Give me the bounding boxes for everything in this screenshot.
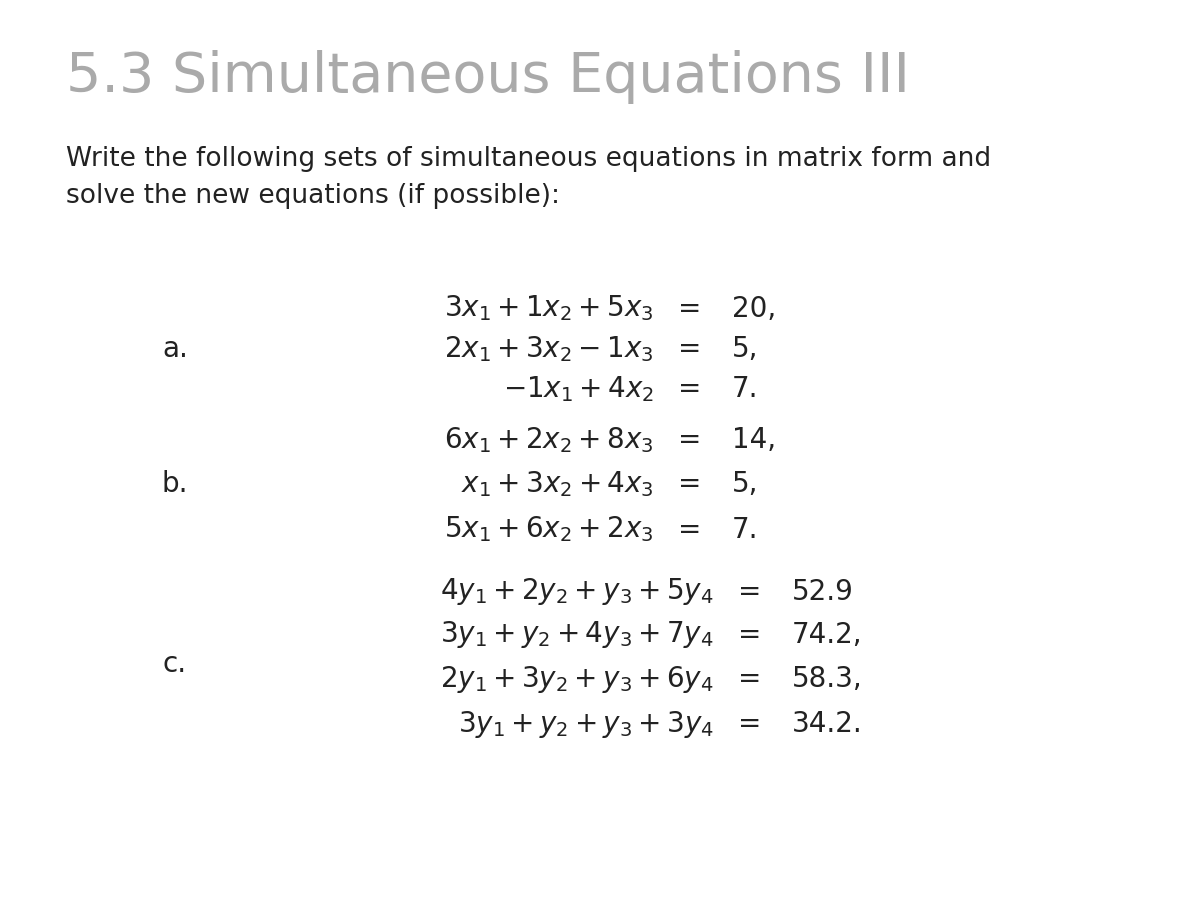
Text: solve the new equations (if possible):: solve the new equations (if possible): — [66, 183, 560, 208]
Text: $2x_1 + 3x_2 - 1x_3$: $2x_1 + 3x_2 - 1x_3$ — [444, 334, 654, 363]
Text: 52.9: 52.9 — [792, 578, 854, 605]
Text: =: = — [678, 295, 702, 322]
Text: =: = — [678, 375, 702, 403]
Text: a.: a. — [162, 335, 188, 362]
Text: =: = — [738, 666, 762, 693]
Text: 7.: 7. — [732, 516, 758, 543]
Text: $3y_1 + y_2 + 4y_3 + 7y_4$: $3y_1 + y_2 + 4y_3 + 7y_4$ — [440, 619, 714, 650]
Text: $5x_1 + 6x_2 + 2x_3$: $5x_1 + 6x_2 + 2x_3$ — [444, 515, 654, 544]
Text: 5,: 5, — [732, 470, 758, 498]
Text: c.: c. — [162, 650, 186, 677]
Text: $6x_1 + 2x_2 + 8x_3$: $6x_1 + 2x_2 + 8x_3$ — [444, 425, 654, 455]
Text: 7.: 7. — [732, 375, 758, 403]
Text: =: = — [738, 621, 762, 648]
Text: $4y_1 + 2y_2 + y_3 + 5y_4$: $4y_1 + 2y_2 + y_3 + 5y_4$ — [440, 576, 714, 607]
Text: 5,: 5, — [732, 335, 758, 362]
Text: $-1x_1 + 4x_2$: $-1x_1 + 4x_2$ — [503, 374, 654, 404]
Text: =: = — [678, 335, 702, 362]
Text: Write the following sets of simultaneous equations in matrix form and: Write the following sets of simultaneous… — [66, 146, 991, 172]
Text: =: = — [738, 578, 762, 605]
Text: $3y_1 + y_2 + y_3 + 3y_4$: $3y_1 + y_2 + y_3 + 3y_4$ — [458, 708, 714, 740]
Text: b.: b. — [162, 470, 188, 498]
Text: =: = — [678, 426, 702, 454]
Text: $x_1 + 3x_2 + 4x_3$: $x_1 + 3x_2 + 4x_3$ — [462, 469, 654, 498]
Text: 20,: 20, — [732, 295, 776, 322]
Text: 34.2.: 34.2. — [792, 710, 863, 738]
Text: 14,: 14, — [732, 426, 776, 454]
Text: 58.3,: 58.3, — [792, 666, 863, 693]
Text: $3x_1 + 1x_2 + 5x_3$: $3x_1 + 1x_2 + 5x_3$ — [444, 294, 654, 323]
Text: $2y_1 + 3y_2 + y_3 + 6y_4$: $2y_1 + 3y_2 + y_3 + 6y_4$ — [440, 664, 714, 695]
Text: 5.3 Simultaneous Equations III: 5.3 Simultaneous Equations III — [66, 50, 910, 104]
Text: =: = — [678, 470, 702, 498]
Text: =: = — [678, 516, 702, 543]
Text: 74.2,: 74.2, — [792, 621, 863, 648]
Text: =: = — [738, 710, 762, 738]
